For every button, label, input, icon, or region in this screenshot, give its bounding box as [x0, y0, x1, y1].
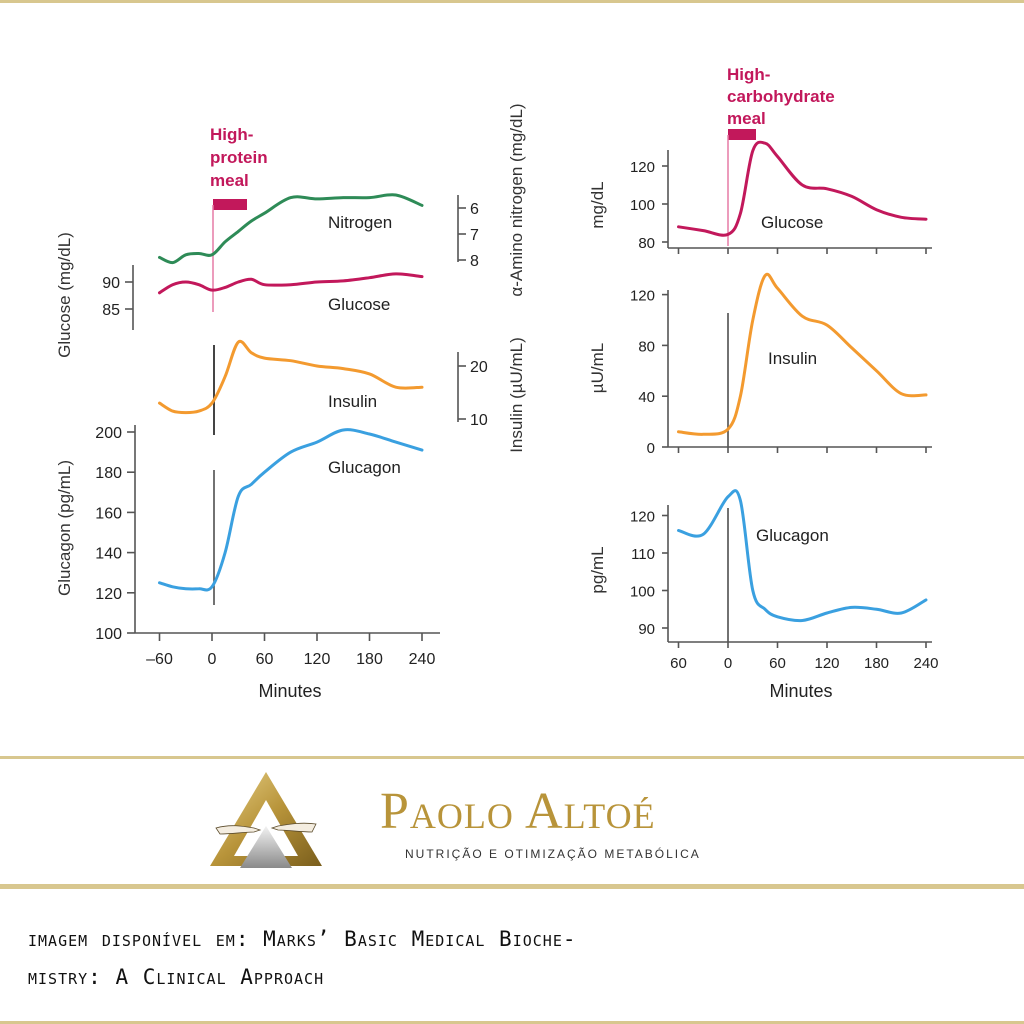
glucose-tick-label: 80 — [638, 235, 655, 252]
insulin-series-label: Insulin — [768, 349, 817, 368]
glucagon-line — [158, 428, 424, 592]
x-axis-title: Minutes — [769, 681, 832, 701]
triangle-hands-icon — [210, 772, 322, 868]
nitrogen-tick-label: 6 — [470, 201, 479, 218]
credit-line-1: imagem disponível em: Marks’ Basic Medic… — [28, 927, 577, 951]
x-axis-title: Minutes — [258, 681, 321, 701]
glucose-series-label: Glucose — [761, 213, 823, 232]
glucagon-tick-label: 120 — [95, 586, 122, 603]
glucose-line — [677, 140, 928, 237]
x-tick-label: 60 — [670, 655, 687, 672]
nitrogen-axis-title: α-Amino nitrogen (mg/dL) — [507, 103, 526, 296]
glucagon-tick-label: 180 — [95, 465, 122, 482]
nitrogen-line — [158, 193, 424, 265]
nitrogen-tick-label: 8 — [470, 253, 479, 270]
high-carbohydrate-chart: High-carbohydrate meal 80 100 120 mg/dL 0 40 80 1… — [588, 65, 939, 701]
glucose-tick-label: 85 — [102, 302, 120, 319]
glucagon-tick-label: 100 — [95, 626, 122, 643]
glucagon-tick-label: 90 — [638, 621, 655, 638]
x-tick-label: 180 — [864, 655, 889, 672]
glucose-axis-title: Glucose (mg/dL) — [55, 232, 74, 358]
glucose-tick-label: 120 — [630, 159, 655, 176]
image-credit: imagem disponível em: Marks’ Basic Medic… — [28, 920, 928, 996]
glucose-tick-label: 90 — [102, 275, 120, 292]
brand-name: Paolo Altoé — [380, 783, 656, 840]
insulin-axis-title: µU/mL — [588, 343, 607, 393]
meal-label-line: High- — [210, 125, 253, 144]
upper-divider — [0, 756, 1024, 759]
insulin-series-label: Insulin — [328, 392, 377, 411]
glucagon-series-label: Glucagon — [328, 458, 401, 477]
meal-label-line: meal — [727, 109, 766, 128]
insulin-axis-title: Insulin (µU/mL) — [507, 337, 526, 453]
glucagon-series-label: Glucagon — [756, 526, 829, 545]
brand-logo — [208, 770, 324, 870]
glucagon-tick-label: 120 — [630, 509, 655, 526]
high-protein-chart: High-protein meal 6 7 8 α-Amino nitrogen (mg/… — [55, 103, 526, 701]
x-tick-label: 240 — [913, 655, 938, 672]
nitrogen-tick-label: 7 — [470, 227, 479, 244]
glucagon-axis-title: pg/mL — [588, 546, 607, 593]
meal-duration-bar — [728, 129, 756, 140]
meal-label-line: meal — [210, 171, 249, 190]
insulin-tick-label: 10 — [470, 412, 488, 429]
x-tick-label: –60 — [146, 651, 173, 668]
x-tick-label: 120 — [814, 655, 839, 672]
credit-line-2: mistry: A Clinical Approach — [28, 965, 325, 989]
insulin-tick-label: 80 — [638, 338, 655, 355]
glucagon-axis-title: Glucagon (pg/mL) — [55, 460, 74, 596]
insulin-tick-label: 120 — [630, 288, 655, 305]
insulin-line — [158, 339, 424, 415]
bottom-gold-rule — [0, 1021, 1024, 1024]
brand-tagline: NUTRIÇÃO E OTIMIZAÇÃO METABÓLICA — [405, 847, 701, 861]
meal-label-line: High- — [727, 65, 770, 84]
glucagon-tick-label: 200 — [95, 425, 122, 442]
glucagon-line — [677, 489, 928, 623]
x-tick-label: 180 — [356, 651, 383, 668]
charts-svg: High-protein meal 6 7 8 α-Amino nitrogen (mg/… — [55, 65, 939, 701]
meal-duration-bar — [213, 199, 247, 210]
insulin-tick-label: 20 — [470, 359, 488, 376]
top-gold-rule — [0, 0, 1024, 3]
x-tick-label: 0 — [724, 655, 732, 672]
glucose-tick-label: 100 — [630, 197, 655, 214]
glucagon-tick-label: 160 — [95, 505, 122, 522]
insulin-tick-label: 0 — [647, 440, 655, 457]
insulin-tick-label: 40 — [638, 389, 655, 406]
glucagon-tick-label: 110 — [631, 546, 655, 563]
glucose-series-label: Glucose — [328, 295, 390, 314]
glucose-line — [158, 272, 424, 295]
glucose-axis-title: mg/dL — [588, 181, 607, 228]
nitrogen-series-label: Nitrogen — [328, 213, 392, 232]
x-tick-label: 60 — [769, 655, 786, 672]
insulin-line — [677, 272, 928, 436]
x-tick-label: 240 — [409, 651, 436, 668]
glucagon-tick-label: 140 — [95, 546, 122, 563]
x-tick-label: 0 — [208, 651, 217, 668]
meal-label-line: protein — [210, 148, 268, 167]
x-tick-label: 120 — [304, 651, 331, 668]
meal-label-line: carbohydrate — [727, 87, 835, 106]
lower-divider — [0, 884, 1024, 889]
glucagon-tick-label: 100 — [630, 584, 655, 601]
x-tick-label: 60 — [256, 651, 274, 668]
